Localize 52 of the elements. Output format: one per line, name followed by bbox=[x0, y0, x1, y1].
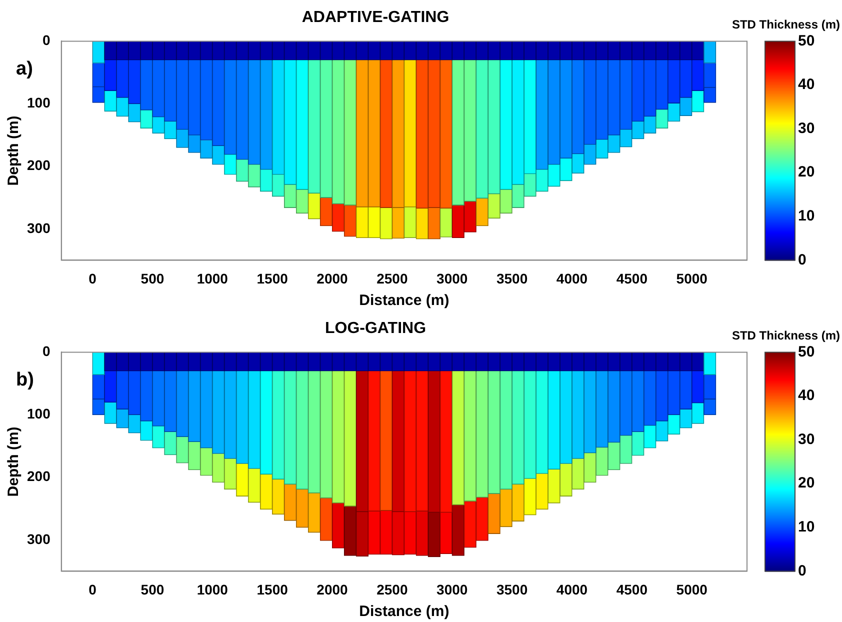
x-tick-label: 0 bbox=[88, 581, 97, 598]
y-tick-label: 200 bbox=[27, 468, 51, 484]
text: b) bbox=[16, 369, 34, 390]
color-bar-label: 10 bbox=[798, 518, 815, 536]
x-tick-label: 4500 bbox=[616, 581, 648, 598]
x-tick-label: 0 bbox=[88, 270, 97, 286]
y-axis-title: Depth (m) bbox=[5, 426, 22, 497]
color-bar-label: 0 bbox=[798, 251, 806, 268]
x-axis-title: Distance (m) bbox=[359, 292, 450, 310]
x-tick-label: 5000 bbox=[676, 581, 708, 598]
x-tick-label: 1500 bbox=[256, 581, 288, 598]
y-axis-title: Depth (m) bbox=[5, 116, 22, 186]
color-bar-label: 50 bbox=[798, 32, 815, 50]
x-tick-label: 2000 bbox=[316, 581, 348, 598]
y-tick-label: 0 bbox=[42, 343, 51, 360]
color-bar-label: 30 bbox=[798, 120, 815, 137]
x-tick-label: 1000 bbox=[196, 270, 228, 286]
y-tick-label: 100 bbox=[27, 406, 51, 422]
chart-title: ADAPTIVE-GATING bbox=[302, 9, 450, 26]
x-tick-label: 4000 bbox=[556, 581, 588, 598]
x-tick-label: 500 bbox=[140, 581, 164, 598]
color-bar-label: 50 bbox=[798, 343, 815, 360]
x-tick-label: 500 bbox=[140, 270, 164, 286]
color-bar-label: 30 bbox=[798, 430, 815, 448]
x-tick-label: 2000 bbox=[316, 270, 348, 286]
y-tick-label: 300 bbox=[27, 220, 51, 236]
x-tick-label: 1000 bbox=[196, 581, 228, 598]
color-bar-label: 20 bbox=[798, 474, 815, 492]
y-tick-label: 100 bbox=[27, 94, 51, 111]
color-bar-label: 10 bbox=[798, 208, 815, 225]
color-bar-label: 20 bbox=[798, 164, 815, 181]
text: a) bbox=[16, 58, 33, 80]
y-tick-label: 0 bbox=[42, 32, 51, 48]
color-bar-label: 0 bbox=[798, 562, 806, 580]
y-tick-label: 200 bbox=[27, 157, 51, 174]
x-tick-label: 3000 bbox=[436, 270, 468, 286]
x-tick-label: 5000 bbox=[676, 270, 708, 286]
x-tick-label: 4500 bbox=[616, 270, 648, 286]
x-tick-label: 2500 bbox=[376, 270, 408, 286]
chart-title: LOG-GATING bbox=[324, 320, 426, 338]
x-axis-title: Distance (m) bbox=[359, 603, 450, 620]
color-bar-title: STD Thickness (m) bbox=[732, 18, 840, 32]
x-tick-label: 3500 bbox=[496, 581, 528, 598]
x-tick-label: 3000 bbox=[436, 581, 468, 598]
color-bar-title: STD Thickness (m) bbox=[732, 328, 840, 343]
y-tick-label: 300 bbox=[27, 530, 51, 547]
color-bar-label: 40 bbox=[798, 76, 815, 94]
x-tick-label: 1500 bbox=[256, 270, 288, 286]
x-tick-label: 2500 bbox=[376, 581, 408, 598]
color-bar-label: 40 bbox=[798, 387, 815, 404]
x-tick-label: 3500 bbox=[496, 270, 528, 286]
x-tick-label: 4000 bbox=[556, 270, 588, 286]
